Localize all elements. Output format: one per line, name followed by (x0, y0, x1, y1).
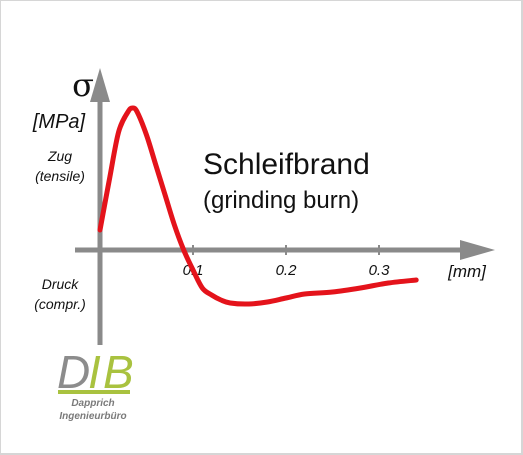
logo-letter-b: B (103, 346, 134, 398)
compressive-label-de: Druck (42, 276, 80, 292)
x-tick-label: 0.3 (369, 262, 391, 279)
residual-stress-curve (97, 105, 419, 307)
tensile-label-en: (tensile) (35, 168, 85, 184)
logo-line-2: Ingenieurbüro (59, 411, 126, 422)
logo-letter-d: D (57, 346, 90, 398)
y-axis-unit: [MPa] (32, 111, 86, 133)
compressive-label-en: (compr.) (34, 296, 86, 312)
y-axis-symbol: σ (72, 66, 94, 104)
dib-logo: D I B Dapprich Ingenieurbüro (57, 346, 134, 422)
chart-title-line-2: (grinding burn) (203, 187, 359, 214)
logo-letter-i: I (88, 346, 101, 398)
y-axis-arrow (90, 68, 110, 102)
x-axis-unit: [mm] (447, 262, 487, 281)
logo-line-1: Dapprich (71, 398, 114, 409)
tensile-label-de: Zug (47, 148, 72, 164)
x-axis-arrow (460, 240, 495, 260)
x-tick-label: 0.2 (276, 262, 298, 279)
logo-underline-bar (58, 390, 130, 394)
chart-title-line-1: Schleifbrand (203, 148, 370, 181)
